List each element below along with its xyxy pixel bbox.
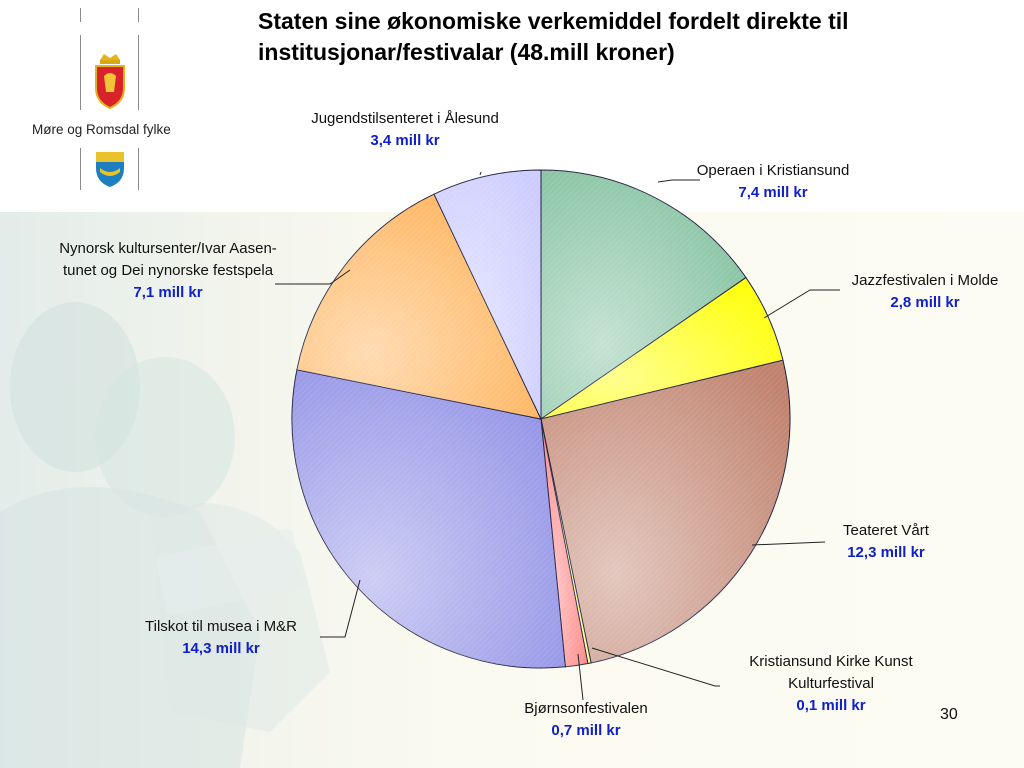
slice-label-5: Bjørnsonfestivalen 0,7 mill kr: [496, 698, 676, 742]
leader-line-8: [479, 171, 482, 176]
slice-name: Tilskot til musea i M&R: [145, 618, 297, 635]
slice-label-4: Kristiansund Kirke Kunst Kulturfestival 0…: [716, 651, 946, 717]
slice-label-2: Jazzfestivalen i Molde 2,8 mill kr: [825, 270, 1024, 314]
slice-label-1: Operaen i Kristiansund 7,4 mill kr: [663, 160, 883, 204]
pie-slice-texture-6: [292, 369, 566, 668]
slice-value: 7,4 mill kr: [738, 184, 808, 201]
slice-value: 2,8 mill kr: [890, 294, 960, 311]
pie-slice-texture-3: [541, 360, 790, 663]
slice-value: 0,1 mill kr: [796, 697, 866, 714]
slice-label-3: Teateret Vårt 12,3 mill kr: [816, 520, 956, 564]
logo: Møre og Romsdal fylke: [22, 0, 202, 195]
coat-of-arms-icon: [95, 54, 125, 110]
page-number: 30: [940, 706, 958, 723]
pie-slice-texture-1: [541, 170, 746, 419]
slice-label-8: Jugendstilsenteret i Ålesund 3,4 mill kr: [310, 108, 500, 152]
slice-value: 12,3 mill kr: [847, 544, 925, 561]
slice-value: 3,4 mill kr: [370, 132, 440, 149]
leader-line-4: [591, 647, 720, 687]
leader-line-2: [763, 289, 840, 319]
leader-line-1: [657, 179, 700, 183]
slice-name: Operaen i Kristiansund: [696, 162, 850, 179]
chart-title: Staten sine økonomiske verkemiddel forde…: [258, 8, 849, 65]
slice-value: 0,7 mill kr: [551, 722, 621, 739]
slice-value: 14,3 mill kr: [182, 640, 260, 657]
background-photo: [0, 302, 330, 768]
slice-name: Jugendstilsenteret i Ålesund: [311, 110, 499, 127]
pie-slice-texture-4: [541, 419, 592, 664]
pie-slice-texture-7: [296, 194, 541, 419]
slice-name: Teateret Vårt: [843, 522, 929, 539]
leader-line-6: [320, 579, 361, 638]
pie-slice-texture-8: [434, 170, 541, 419]
pie-slice-texture-5: [541, 419, 588, 667]
county-shield-icon: [96, 152, 124, 187]
slice-name: Jazzfestivalen i Molde: [851, 272, 999, 289]
leader-line-7: [275, 269, 351, 285]
slice-name: Nynorsk kultursenter/Ivar Aasen-tunet og…: [59, 240, 277, 279]
leader-line-5: [577, 653, 584, 701]
organization-name: Møre og Romsdal fylke: [32, 122, 171, 137]
leader-line-3: [751, 541, 826, 546]
slice-name: Bjørnsonfestivalen: [524, 700, 648, 717]
slice-label-6: Tilskot til musea i M&R 14,3 mill kr: [111, 616, 331, 660]
slice-name: Kristiansund Kirke Kunst Kulturfestival: [749, 653, 913, 692]
slice-value: 7,1 mill kr: [133, 284, 203, 301]
slice-label-7: Nynorsk kultursenter/Ivar Aasen-tunet og…: [48, 238, 288, 304]
pie-slice-texture-2: [541, 277, 783, 419]
